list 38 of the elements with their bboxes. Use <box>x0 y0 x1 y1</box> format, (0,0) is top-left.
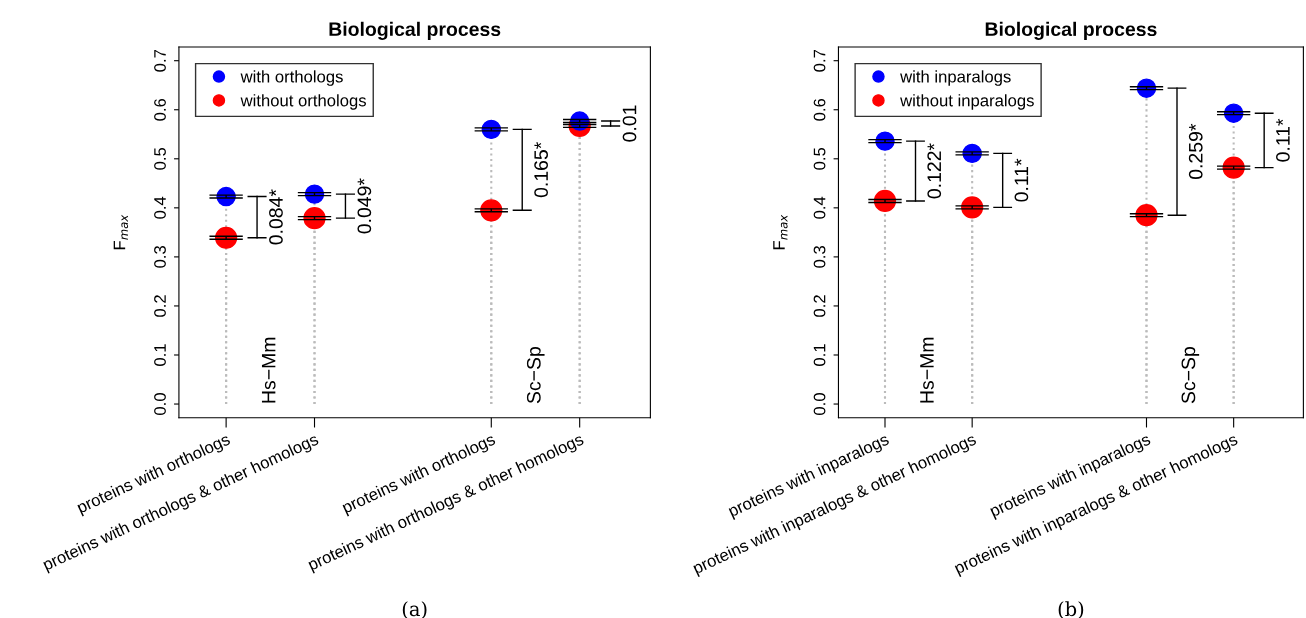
chart-title: Biological process <box>985 21 1157 40</box>
annotation: 0.01 <box>622 105 637 142</box>
y-tick-label: 0.5 <box>154 147 166 170</box>
y-axis-title: F$_{max}$ <box>113 214 129 250</box>
annotation: Sc−Sp <box>1181 347 1200 404</box>
y-tick-label: 0.1 <box>813 344 826 366</box>
y-tick-label: 0.4 <box>154 196 166 219</box>
annotation: 0.259* <box>1188 123 1203 180</box>
legend-label: without inparalogs <box>900 94 1034 110</box>
annotation: 0.165* <box>534 142 548 198</box>
legend-label: with inparalogs <box>900 70 1011 86</box>
annotation: Hs−Mm <box>920 337 934 403</box>
text: (a) <box>402 601 427 618</box>
legend-label: with orthologs <box>240 70 343 86</box>
y-tick-label: 0.4 <box>813 196 826 219</box>
chart-title: Biological process <box>329 21 501 40</box>
annotation: 0.11* <box>1014 158 1029 202</box>
annotation: Sc−Sp <box>526 347 545 404</box>
annotation: 0.049* <box>357 178 372 234</box>
y-axis-title: F$_{max}$ <box>773 214 788 250</box>
annotation: Hs−Mm <box>261 337 276 403</box>
y-tick-label: 0.6 <box>154 98 166 121</box>
y-tick-label: 0.2 <box>154 295 166 317</box>
y-tick-label: 0.5 <box>813 147 826 170</box>
text: (b) <box>1058 601 1084 618</box>
annotation: 0.084* <box>269 189 283 245</box>
y-tick-label: 0.2 <box>813 295 826 317</box>
y-tick-label: 0.3 <box>813 246 826 268</box>
y-tick-label: 0.6 <box>813 98 826 121</box>
annotation: 0.122* <box>927 143 942 199</box>
y-tick-label: 0.7 <box>154 49 166 72</box>
annotation: 0.11* <box>1276 118 1290 162</box>
y-tick-label: 0.0 <box>813 393 826 415</box>
legend-label: without orthologs <box>240 94 366 110</box>
y-tick-label: 0.7 <box>813 49 826 72</box>
y-tick-label: 0.0 <box>154 393 166 415</box>
y-tick-label: 0.1 <box>154 344 166 366</box>
y-tick-label: 0.3 <box>154 246 166 268</box>
